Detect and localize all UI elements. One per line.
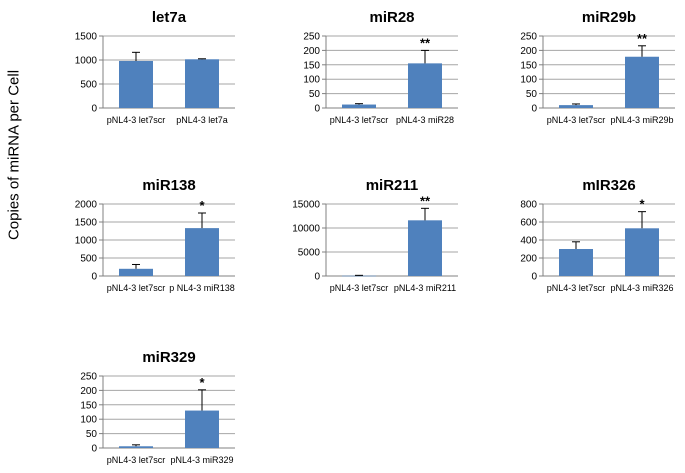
y-axis-label-text: Copies of miRNA per Cell: [5, 69, 23, 241]
chart-mir29b: miR29b 0 50 100 150 200 250 pNL4-3 let7scr pNL4-…: [495, 0, 680, 138]
y-tick-label: 50: [309, 89, 321, 100]
y-tick-label: 200: [520, 254, 537, 265]
y-tick-label: 0: [91, 444, 97, 455]
chart-svg: mIR326 0 200 400 600 800 pNL4-3 let7scr pNL4-3 …: [520, 177, 675, 293]
significance-mark: **: [420, 193, 431, 208]
bar-pnl4-3-mir28: [408, 63, 442, 108]
chart-svg: miR138 0 500 1000 1500 2000 pNL4-3 let7scr p NL…: [75, 177, 235, 293]
bar-pnl4-3-mir326: [625, 228, 659, 276]
y-tick-label: 1000: [75, 236, 98, 247]
x-tick-label: pNL4-3 let7scr: [107, 115, 166, 125]
significance-mark: *: [639, 197, 645, 212]
y-tick-label: 10000: [292, 224, 320, 235]
y-tick-label: 400: [520, 236, 537, 247]
y-tick-label: 500: [80, 80, 97, 91]
chart-title: miR29b: [582, 9, 636, 26]
x-tick-label: pNL4-3 let7scr: [107, 283, 166, 293]
chart-mir326: mIR326 0 200 400 600 800 pNL4-3 let7scr pNL4-3 …: [495, 168, 680, 306]
x-tick-label: pNL4-3 let7scr: [330, 115, 389, 125]
y-tick-label: 0: [91, 272, 97, 283]
y-tick-label: 15000: [292, 200, 320, 211]
y-tick-label: 250: [80, 372, 97, 383]
chart-mir329: miR329 0 50 100 150 200 250 pNL4-3 let7scr pNL4-…: [55, 340, 240, 473]
y-tick-label: 0: [531, 104, 537, 115]
bar-pnl4-3-mir29b: [625, 56, 659, 108]
x-tick-label: pNL4-3 miR29b: [610, 115, 673, 125]
y-tick-label: 200: [303, 46, 320, 57]
chart-mir211: miR211 0 5000 10000 15000 pNL4-3 let7scr pNL4-…: [278, 168, 463, 306]
y-tick-label: 1500: [75, 218, 98, 229]
chart-title: let7a: [152, 9, 187, 26]
y-tick-label: 100: [520, 75, 537, 86]
bar-pnl4-3-let7scr: [119, 268, 153, 276]
y-tick-label: 0: [314, 104, 320, 115]
x-tick-label: pNL4-3 miR211: [394, 283, 456, 293]
bar-pnl4-3-let7scr: [119, 446, 153, 448]
y-tick-label: 50: [86, 429, 98, 440]
x-tick-label: pNL4-3 miR326: [610, 283, 673, 293]
y-tick-label: 0: [314, 272, 320, 283]
chart-svg: miR329 0 50 100 150 200 250 pNL4-3 let7scr pNL4-…: [80, 349, 235, 465]
y-tick-label: 150: [80, 400, 97, 411]
chart-mir28: miR28 0 50 100 150 200 250 pNL4-3 let7scr pNL4-3…: [278, 0, 463, 138]
y-tick-label: 100: [80, 415, 97, 426]
bar-pnl4-3-let7scr: [342, 104, 376, 108]
y-tick-label: 250: [520, 32, 537, 43]
x-tick-label: pNL4-3 let7a: [176, 115, 228, 125]
y-tick-label: 150: [520, 60, 537, 71]
bar-pnl4-3-mir329: [185, 410, 219, 448]
x-tick-label: pNL4-3 let7scr: [547, 283, 606, 293]
y-tick-label: 0: [91, 104, 97, 115]
y-tick-label: 200: [80, 386, 97, 397]
y-tick-label: 50: [526, 89, 538, 100]
y-tick-label: 100: [303, 75, 320, 86]
y-tick-label: 1000: [75, 56, 98, 67]
chart-svg: miR29b 0 50 100 150 200 250 pNL4-3 let7scr pNL4-…: [520, 9, 675, 125]
chart-svg: miR28 0 50 100 150 200 250 pNL4-3 let7scr pNL4-3…: [303, 9, 458, 125]
x-tick-label: pNL4-3 let7scr: [107, 455, 166, 465]
y-tick-label: 600: [520, 218, 537, 229]
x-tick-label: pNL4-3 let7scr: [547, 115, 606, 125]
bar-pnl4-3-mir211: [408, 220, 442, 276]
y-tick-label: 150: [303, 60, 320, 71]
x-tick-label: pNL4-3 miR28: [396, 115, 454, 125]
significance-mark: **: [637, 31, 648, 46]
chart-title: mIR326: [582, 177, 635, 194]
chart-title: miR138: [142, 177, 195, 194]
chart-mir138: miR138 0 500 1000 1500 2000 pNL4-3 let7scr p NL…: [55, 168, 240, 306]
bar-pnl4-3-let7scr: [119, 60, 153, 108]
y-tick-label: 200: [520, 46, 537, 57]
bar-pnl4-3-let7scr: [559, 105, 593, 108]
y-tick-label: 0: [531, 272, 537, 283]
chart-title: miR329: [142, 349, 195, 366]
x-tick-label: pNL4-3 miR329: [170, 455, 233, 465]
bar-p-nl4-3-mir138: [185, 228, 219, 276]
chart-title: miR28: [369, 9, 414, 26]
chart-svg: miR211 0 5000 10000 15000 pNL4-3 let7scr pNL4-…: [292, 177, 458, 293]
chart-let7a: let7a 0 500 1000 1500 pNL4-3 let7scr pNL4-3 le…: [55, 0, 240, 138]
x-tick-label: p NL4-3 miR138: [169, 283, 235, 293]
x-tick-label: pNL4-3 let7scr: [330, 283, 389, 293]
significance-mark: *: [199, 198, 205, 213]
y-tick-label: 1500: [75, 32, 98, 43]
y-tick-label: 250: [303, 32, 320, 43]
y-tick-label: 5000: [298, 248, 321, 259]
bar-pnl4-3-let7scr: [342, 275, 376, 277]
bar-pnl4-3-let7a: [185, 59, 219, 108]
chart-title: miR211: [366, 177, 419, 194]
significance-mark: **: [420, 35, 431, 50]
y-tick-label: 800: [520, 200, 537, 211]
significance-mark: *: [199, 375, 205, 390]
y-tick-label: 2000: [75, 200, 98, 211]
chart-svg: let7a 0 500 1000 1500 pNL4-3 let7scr pNL4-3 le…: [75, 9, 235, 125]
bar-pnl4-3-let7scr: [559, 249, 593, 276]
y-tick-label: 500: [80, 254, 97, 265]
